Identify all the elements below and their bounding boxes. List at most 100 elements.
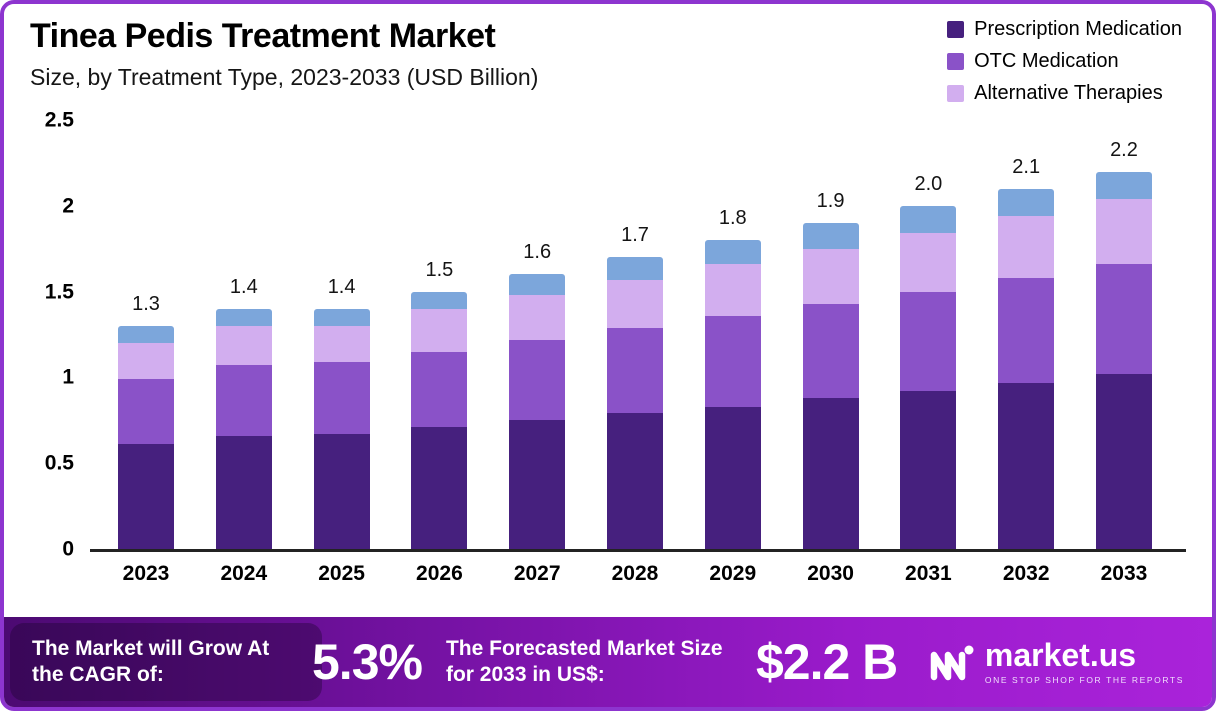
bar-group: 1.3 2023 [118,120,174,585]
bar-group: 2.2 2033 [1095,120,1152,585]
bar-segment-prescription-medication [704,406,761,549]
bar-total-label: 1.7 [621,224,649,247]
bar-segment-otc-medication [802,303,859,398]
bar-segment-otc-medication [998,277,1055,383]
legend-item: Prescription Medication [947,18,1182,41]
bar-segment-otc-medication [509,339,566,421]
banner-content: The Market will Grow At the CAGR of: 5.3… [4,617,1212,707]
bar-segment-otc-medication [900,291,957,392]
bar-segment-top-unlabeled [509,274,566,296]
x-axis-label: 2033 [1100,562,1148,585]
bar-segment-top-unlabeled [802,222,859,249]
marketus-logo-text-col: market.us ONE STOP SHOP FOR THE REPORTS [985,639,1184,685]
x-axis-label: 2023 [122,562,170,585]
bar-segment-prescription-medication [900,391,957,549]
bar-segment-alternative-therapies [998,216,1055,278]
bar-segment-otc-medication [313,361,370,435]
chart-subtitle: Size, by Treatment Type, 2023-2033 (USD … [30,64,539,91]
cagr-label: The Market will Grow At the CAGR of: [32,636,270,686]
bar-segment-prescription-medication [411,427,468,549]
bar-group: 1.7 2028 [606,120,663,585]
bar-segment-top-unlabeled [1095,171,1152,199]
bar-segment-alternative-therapies [1095,198,1152,265]
x-axis-label: 2032 [1002,562,1050,585]
plot-area: 1.3 2023 1.4 2024 1.4 2025 1.5 2026 1.6 2027 1.7 20… [90,120,1186,585]
legend-label: OTC Medication [974,50,1119,72]
y-tick-label: 0.5 [44,451,74,475]
bar-total-label: 1.5 [425,258,454,281]
legend-item: Alternative Therapies [947,82,1182,105]
marketus-logo-tagline: ONE STOP SHOP FOR THE REPORTS [984,675,1184,685]
bar-segment-prescription-medication [998,382,1055,549]
bar-segment-otc-medication [1095,264,1152,374]
y-tick-label: 2 [62,194,74,218]
bar-group: 1.4 2025 [313,120,370,585]
bar-total-label: 2.2 [1110,138,1138,161]
marketus-logo-text: market.us [984,637,1137,673]
x-axis-label: 2029 [709,562,757,585]
legend: Prescription Medication OTC Medication Alt… [947,18,1182,105]
bar-segment-alternative-therapies [606,279,663,328]
forecast-label: The Forecasted Market Size for 2033 in U… [445,636,723,686]
bar-group: 1.8 2029 [704,120,761,585]
bar-segment-alternative-therapies [802,248,859,304]
bar-segment-otc-medication [704,315,761,407]
bar-total-label: 2.1 [1012,155,1041,178]
bar-total-label: 1.4 [229,275,258,298]
bar-segment-otc-medication [606,327,663,414]
y-tick-label: 2.5 [44,108,74,132]
bar-segment-top-unlabeled [118,325,174,344]
bar-segment-prescription-medication [606,413,663,549]
bar-segment-top-unlabeled [411,291,468,309]
cagr-value: 5.3% [312,634,423,690]
y-axis: 0 0.5 1 1.5 2 2.5 [4,110,84,560]
bar-segment-prescription-medication [509,420,566,549]
bar-total-label: 1.4 [327,275,356,298]
bar-segment-top-unlabeled [215,308,272,326]
bar-segment-top-unlabeled [606,257,663,280]
bar-segment-otc-medication [118,379,174,445]
legend-swatch [947,85,965,102]
bar-segment-top-unlabeled [900,205,957,234]
legend-swatch [947,21,965,38]
bar-segment-alternative-therapies [411,308,468,352]
forecast-value: $2.2 B [755,634,898,690]
bar-total-label: 1.8 [718,207,747,230]
y-tick-label: 1 [62,365,74,389]
x-axis-label: 2031 [905,562,952,585]
y-tick-label: 1.5 [44,280,74,304]
bar-segment-top-unlabeled [313,308,370,326]
bar-segment-otc-medication [411,351,468,428]
x-axis-label: 2030 [807,562,854,585]
x-axis-label: 2026 [416,562,463,585]
bar-segment-prescription-medication [215,435,272,549]
marketus-logo-icon [930,645,974,681]
bars: 1.3 2023 1.4 2024 1.4 2025 1.5 2026 1.6 2027 1.7 20… [90,120,1186,585]
bar-group: 1.5 2026 [411,120,468,585]
bar-group: 1.9 2030 [802,120,859,585]
bar-segment-top-unlabeled [998,188,1055,217]
bar-segment-prescription-medication [118,444,174,549]
legend-label: Prescription Medication [974,18,1182,40]
bar-segment-prescription-medication [1095,373,1152,549]
x-axis-label: 2027 [513,562,561,585]
legend-label: Alternative Therapies [974,82,1163,104]
bar-segment-prescription-medication [802,398,859,549]
bar-segment-alternative-therapies [509,295,566,340]
bar-segment-alternative-therapies [704,264,761,316]
bar-segment-top-unlabeled [704,240,761,265]
marketus-logo: market.us ONE STOP SHOP FOR THE REPORTS [927,638,1184,686]
bar-group: 2.1 2032 [998,120,1055,585]
bar-total-label: 2.0 [914,172,943,195]
chart-title: Tinea Pedis Treatment Market [30,17,496,55]
bar-segment-otc-medication [215,365,272,436]
x-axis-label: 2028 [611,562,659,585]
bar-total-label: 1.9 [816,189,845,212]
bar-total-label: 1.6 [523,241,552,264]
bar-segment-alternative-therapies [313,325,370,362]
x-axis-label: 2025 [318,562,365,585]
bottom-banner: The Market will Grow At the CAGR of: 5.3… [4,617,1212,707]
y-tick-label: 0 [62,537,74,561]
banner-dark-block [10,623,322,701]
